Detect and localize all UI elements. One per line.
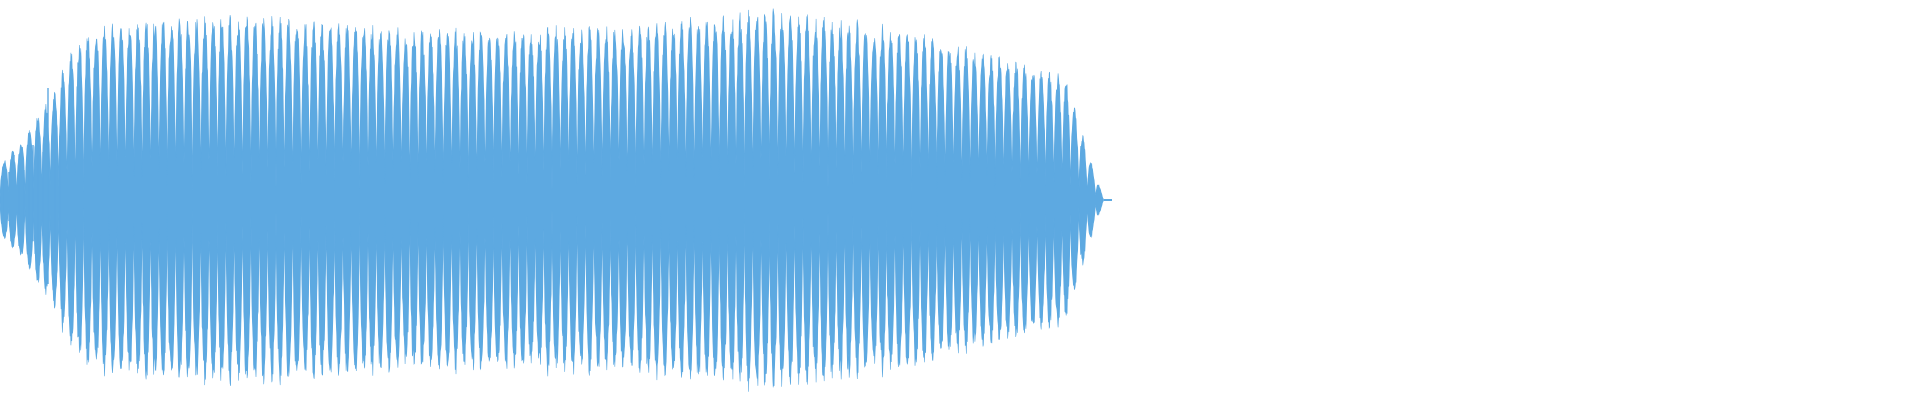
waveform-body: [0, 8, 1105, 392]
waveform-signal: [0, 8, 1112, 392]
